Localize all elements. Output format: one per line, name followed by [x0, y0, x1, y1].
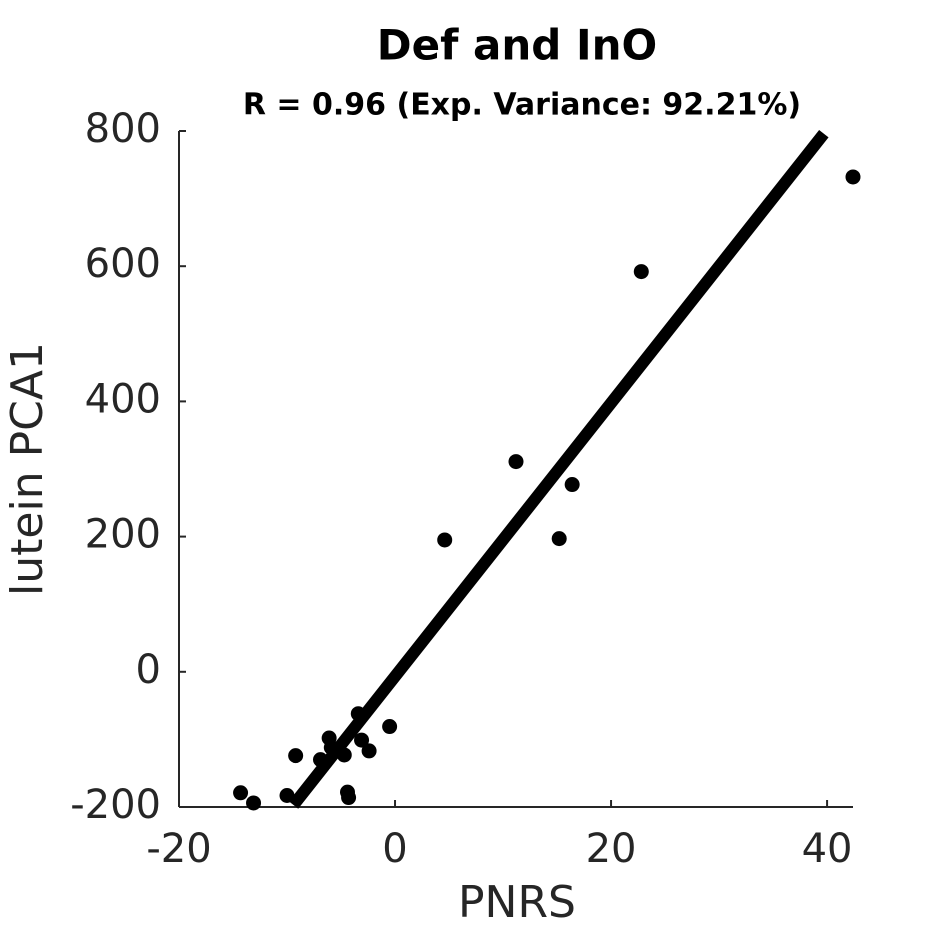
y-tick-label: 800: [85, 106, 161, 152]
point: [336, 747, 352, 763]
y-tick-label: 600: [85, 241, 161, 287]
point: [246, 795, 262, 811]
point: [845, 169, 861, 185]
chart-title: Def and InO: [377, 21, 657, 70]
fit-line: [288, 129, 829, 809]
point: [382, 719, 398, 735]
y-tick-label: 400: [85, 376, 161, 422]
point: [564, 477, 580, 493]
x-axis-label: PNRS: [458, 877, 576, 928]
point: [233, 785, 249, 801]
point: [361, 743, 377, 759]
point: [288, 748, 304, 764]
point: [350, 706, 366, 722]
y-tick-label: -200: [70, 782, 161, 828]
y-tick-label: 200: [85, 512, 161, 558]
point: [437, 532, 453, 548]
point: [323, 740, 339, 756]
point: [633, 264, 649, 280]
point: [551, 531, 567, 547]
point: [508, 454, 524, 470]
point: [279, 788, 295, 804]
y-tick-label: 0: [136, 647, 161, 693]
x-tick-label: 0: [382, 826, 407, 872]
x-tick-label: 20: [586, 826, 637, 872]
x-tick-label: -20: [146, 826, 211, 872]
x-tick-label: 40: [802, 826, 853, 872]
point: [312, 752, 328, 768]
chart-subtitle: R = 0.96 (Exp. Variance: 92.21%): [243, 88, 801, 123]
y-axis-label: lutein PCA1: [2, 342, 53, 596]
point: [341, 790, 357, 806]
point: [354, 732, 370, 748]
